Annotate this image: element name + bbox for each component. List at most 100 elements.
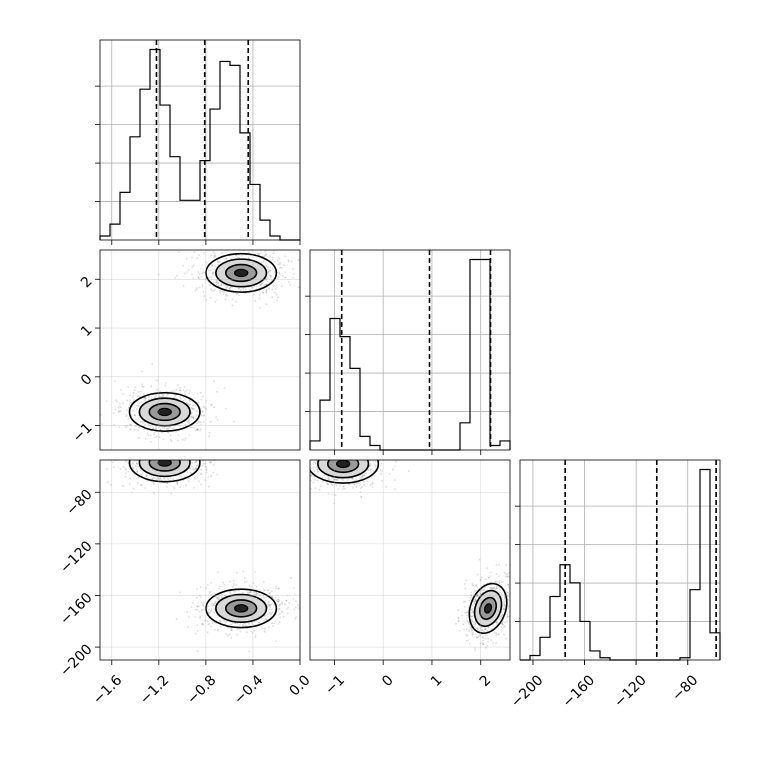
x-tick-label: −1.2 (137, 672, 172, 707)
sample-point (215, 280, 218, 283)
sample-point (498, 581, 500, 584)
sample-point (292, 273, 295, 275)
sample-point (470, 615, 472, 618)
sample-point (457, 617, 460, 619)
sample-point (317, 471, 320, 473)
sample-point (336, 443, 338, 445)
sample-point (165, 455, 167, 457)
sample-point (216, 473, 219, 476)
sample-point (148, 457, 150, 459)
sample-point (265, 289, 268, 292)
sample-point (316, 470, 319, 473)
sample-point (504, 597, 506, 600)
sample-point (393, 446, 395, 448)
sample-point (134, 456, 136, 458)
sample-point (217, 596, 220, 599)
sample-point (170, 455, 172, 457)
sample-point (258, 621, 260, 624)
sample-point (331, 477, 333, 480)
sample-point (98, 477, 100, 479)
sample-point (210, 276, 213, 279)
sample-point (171, 455, 173, 457)
sample-point (91, 444, 93, 446)
sample-point (274, 596, 277, 599)
sample-point (484, 637, 487, 640)
sample-point (314, 487, 317, 490)
sample-point (349, 456, 351, 458)
sample-point (213, 252, 216, 255)
sample-point (248, 650, 251, 653)
sample-point (506, 576, 508, 578)
sample-point (474, 647, 476, 649)
sample-point (314, 462, 317, 465)
sample-point (157, 273, 160, 276)
sample-point (326, 446, 328, 448)
sample-point (500, 617, 502, 620)
sample-point (274, 260, 276, 263)
sample-point (507, 583, 510, 586)
sample-point (223, 291, 226, 293)
sample-point (140, 447, 142, 449)
sample-point (239, 630, 242, 633)
sample-point (292, 587, 295, 589)
sample-point (140, 390, 142, 393)
sample-point (263, 255, 265, 258)
sample-point (162, 453, 164, 455)
sample-point (154, 436, 156, 439)
sample-point (243, 243, 245, 245)
sample-point (344, 456, 346, 458)
sample-point (136, 470, 139, 473)
sample-point (369, 452, 371, 454)
sample-point (325, 454, 327, 456)
sample-point (355, 453, 357, 455)
sample-point (144, 438, 147, 440)
sample-point (505, 564, 508, 566)
sample-point (129, 399, 131, 401)
sample-point (189, 415, 192, 418)
sample-point (316, 468, 319, 471)
sample-point (354, 452, 356, 454)
sample-point (223, 387, 226, 389)
sample-point (216, 597, 218, 600)
sample-point (191, 256, 193, 259)
sample-point (153, 431, 156, 434)
sample-point (463, 583, 466, 585)
sample-point (497, 633, 500, 636)
sample-point (261, 282, 264, 284)
sample-point (227, 635, 229, 637)
sample-point (175, 388, 178, 391)
sample-point (214, 601, 217, 604)
sample-point (504, 621, 506, 624)
sample-point (327, 476, 330, 479)
sample-point (301, 452, 303, 454)
sample-point (218, 598, 221, 600)
sample-point (357, 453, 359, 455)
sample-point (263, 589, 266, 592)
sample-point (268, 288, 271, 290)
sample-point (366, 455, 368, 457)
sample-point (337, 442, 339, 444)
sample-point (363, 474, 366, 477)
sample-point (277, 600, 280, 603)
sample-point (167, 478, 169, 480)
sample-point (310, 474, 313, 477)
sample-point (500, 615, 503, 617)
sample-point (335, 484, 338, 487)
sample-point (268, 274, 271, 277)
sample-point (197, 445, 199, 447)
sample-point (271, 611, 273, 613)
sample-point (503, 601, 506, 603)
sample-point (156, 453, 158, 455)
sample-point (187, 458, 189, 460)
sample-point (294, 617, 297, 620)
sample-point (228, 287, 231, 290)
sample-point (174, 456, 176, 458)
sample-point (268, 604, 271, 606)
sample-point (507, 607, 510, 609)
sample-point (178, 454, 180, 456)
sample-point (267, 266, 269, 269)
sample-point (353, 453, 355, 455)
sample-point (352, 448, 354, 450)
sample-point (240, 243, 242, 245)
sample-point (210, 625, 212, 628)
